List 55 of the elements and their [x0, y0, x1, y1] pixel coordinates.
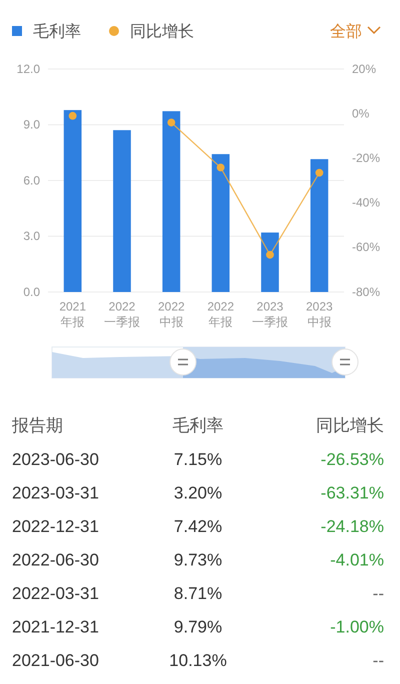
- data-label: 9.73%: [174, 550, 222, 570]
- data-label: -24.18%: [320, 516, 384, 536]
- legend-label: 毛利率: [33, 22, 81, 41]
- data-label: --: [372, 584, 384, 603]
- bar: [212, 154, 230, 292]
- category-label: 2022-12-31: [12, 516, 99, 536]
- data-label: 10.13%: [169, 650, 227, 670]
- y-tick-label: 12.0: [16, 62, 40, 76]
- point: [68, 112, 77, 120]
- data-label: -4.01%: [330, 550, 384, 570]
- y2-tick-label: -20%: [352, 151, 380, 166]
- data-label: -1.00%: [330, 617, 384, 636]
- y-tick-label: 6.0: [23, 173, 40, 188]
- text: 同比增长: [316, 416, 384, 435]
- y2-tick-label: -60%: [352, 240, 380, 254]
- x-tick-label: 2023 一季报: [252, 300, 288, 330]
- bar: [310, 159, 328, 292]
- point: [315, 168, 324, 177]
- data-label: -63.31%: [320, 483, 384, 502]
- bar: [162, 111, 180, 292]
- point: [266, 250, 274, 259]
- y2-tick-label: 0%: [352, 106, 370, 120]
- bar: [113, 130, 131, 292]
- y2-tick-label: -80%: [352, 284, 380, 299]
- y-tick-label: 3.0: [23, 229, 40, 244]
- data-label: 9.79%: [174, 617, 222, 636]
- category-label: 2022-03-31: [12, 584, 99, 603]
- x-tick-label: 2023 中报: [306, 300, 334, 330]
- x-tick-label: 2022 中报: [158, 300, 186, 330]
- legend-label: 同比增长: [130, 22, 194, 41]
- y-tick-label: 0.0: [23, 284, 40, 299]
- data-label: --: [372, 650, 384, 670]
- category-label: 2023-03-31: [12, 483, 99, 502]
- y2-tick-label: 20%: [352, 62, 376, 76]
- x-tick-label: 2022 年报: [207, 300, 234, 330]
- bar: [64, 110, 82, 292]
- data-label: 8.71%: [174, 584, 222, 603]
- category-label: 2023-06-30: [12, 450, 99, 469]
- text: 毛利率: [172, 416, 224, 435]
- data-label: 7.42%: [174, 516, 222, 536]
- category-label: 2021-12-31: [12, 617, 99, 636]
- point: [167, 118, 176, 126]
- data-label: 3.20%: [174, 483, 222, 502]
- category-label: 2022-06-30: [12, 550, 99, 570]
- x-tick-label: 2021 年报: [59, 300, 86, 330]
- point: [216, 164, 225, 172]
- data-label: 7.15%: [174, 450, 222, 469]
- text: 全部: [330, 22, 362, 41]
- category-label: 2021-06-30: [12, 650, 99, 670]
- text: 报告期: [11, 416, 63, 435]
- data-label: -26.53%: [320, 450, 384, 469]
- bar: [261, 232, 279, 292]
- y-tick-label: 9.0: [23, 118, 40, 132]
- y2-tick-label: -40%: [352, 196, 380, 210]
- x-tick-label: 2022 一季报: [104, 300, 140, 330]
